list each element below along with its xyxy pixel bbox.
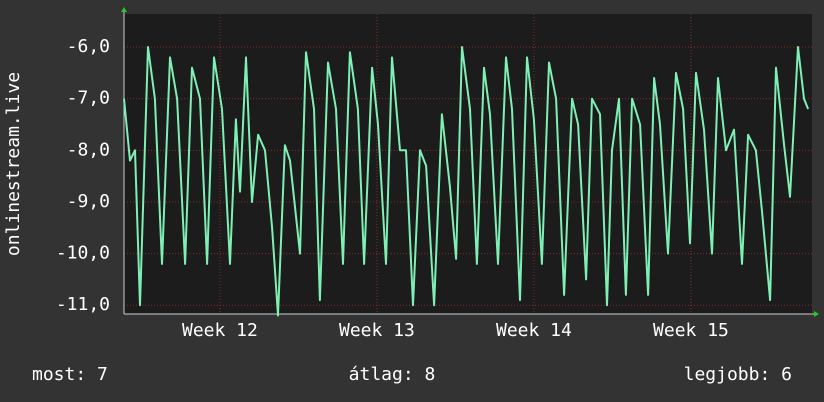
y-axis-arrow: [121, 7, 127, 12]
x-tick-label: Week 13: [339, 320, 415, 341]
footer-average: átlag: 8: [349, 364, 436, 385]
plot-area: [124, 14, 812, 314]
x-axis-arrow: [814, 311, 819, 317]
y-tick-label: -9,0: [67, 191, 110, 212]
footer-current: most: 7: [32, 364, 108, 385]
y-tick-label: -10,0: [56, 243, 110, 264]
y-tick-label: -7,0: [67, 88, 110, 109]
footer-best: legjobb: 6: [684, 364, 792, 385]
x-tick-label: Week 14: [496, 320, 572, 341]
y-axis-label: onlinestream.live: [3, 72, 24, 256]
x-tick-label: Week 12: [182, 320, 258, 341]
data-line: [123, 46, 810, 317]
x-tick-label: Week 15: [653, 320, 729, 341]
y-tick-label: -6,0: [67, 36, 110, 57]
y-tick-label: -8,0: [67, 139, 110, 160]
y-tick-label: -11,0: [56, 294, 110, 315]
